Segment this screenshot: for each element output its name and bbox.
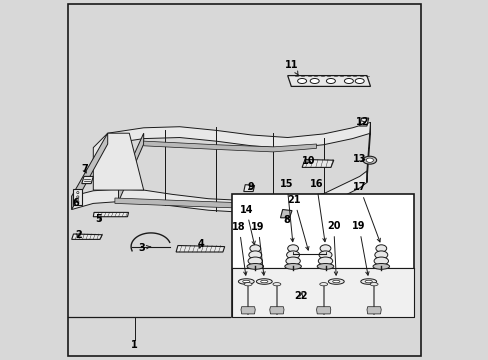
Ellipse shape — [248, 251, 261, 259]
Text: 19: 19 — [351, 221, 368, 275]
Text: 21: 21 — [287, 195, 308, 250]
Ellipse shape — [320, 245, 330, 252]
Ellipse shape — [238, 279, 254, 284]
Polygon shape — [302, 159, 333, 167]
Polygon shape — [280, 210, 291, 218]
Ellipse shape — [285, 257, 300, 265]
Polygon shape — [115, 198, 309, 209]
Text: 22: 22 — [294, 291, 307, 301]
Text: 12: 12 — [355, 117, 368, 127]
Ellipse shape — [309, 78, 319, 84]
Polygon shape — [72, 133, 107, 210]
Ellipse shape — [354, 78, 364, 84]
Ellipse shape — [247, 257, 262, 265]
Text: 6: 6 — [72, 198, 79, 208]
Ellipse shape — [325, 78, 335, 84]
Ellipse shape — [366, 158, 373, 162]
Ellipse shape — [344, 78, 353, 84]
Polygon shape — [93, 212, 128, 217]
Polygon shape — [118, 133, 143, 202]
Text: 1: 1 — [131, 340, 138, 350]
Ellipse shape — [297, 78, 306, 84]
Ellipse shape — [328, 279, 344, 284]
Text: 10: 10 — [301, 156, 315, 166]
Text: 5: 5 — [95, 214, 102, 224]
Ellipse shape — [362, 156, 376, 164]
Polygon shape — [241, 307, 255, 314]
Ellipse shape — [372, 264, 389, 269]
Ellipse shape — [244, 283, 251, 286]
Polygon shape — [72, 171, 366, 212]
Polygon shape — [143, 141, 316, 152]
Ellipse shape — [249, 245, 260, 252]
Circle shape — [77, 201, 79, 203]
Text: 20: 20 — [326, 221, 340, 275]
Ellipse shape — [242, 280, 249, 283]
Ellipse shape — [256, 279, 272, 284]
Text: 7: 7 — [81, 164, 87, 174]
Ellipse shape — [286, 251, 299, 259]
Ellipse shape — [246, 264, 263, 269]
Polygon shape — [287, 76, 370, 86]
Text: 3: 3 — [138, 243, 150, 253]
Polygon shape — [366, 122, 370, 183]
Text: 13: 13 — [352, 154, 366, 164]
Text: 16: 16 — [309, 179, 325, 242]
Circle shape — [77, 192, 79, 194]
Ellipse shape — [332, 280, 339, 283]
Polygon shape — [244, 185, 254, 192]
Ellipse shape — [318, 251, 331, 259]
Ellipse shape — [284, 264, 301, 269]
Ellipse shape — [272, 283, 280, 286]
Bar — [231, 194, 413, 317]
Ellipse shape — [318, 257, 332, 265]
Polygon shape — [316, 307, 330, 314]
Text: 4: 4 — [197, 239, 203, 249]
Polygon shape — [93, 133, 143, 190]
Ellipse shape — [287, 245, 298, 252]
Polygon shape — [269, 307, 284, 314]
Text: 17: 17 — [352, 182, 380, 242]
Text: 11: 11 — [285, 60, 298, 75]
Ellipse shape — [369, 283, 377, 286]
Text: 9: 9 — [247, 182, 254, 192]
Ellipse shape — [375, 245, 386, 252]
Ellipse shape — [374, 251, 387, 259]
Circle shape — [77, 196, 79, 198]
Text: 18: 18 — [232, 222, 246, 275]
Ellipse shape — [360, 279, 376, 284]
Bar — [231, 268, 413, 317]
Text: 2: 2 — [75, 230, 81, 240]
Ellipse shape — [365, 280, 371, 283]
Polygon shape — [107, 122, 370, 148]
Ellipse shape — [317, 264, 333, 269]
Polygon shape — [359, 118, 368, 126]
Polygon shape — [366, 307, 381, 314]
Ellipse shape — [319, 283, 327, 286]
Text: 15: 15 — [280, 179, 293, 242]
Text: 8: 8 — [283, 215, 290, 225]
Polygon shape — [72, 234, 102, 239]
Text: 19: 19 — [251, 222, 264, 275]
Polygon shape — [176, 246, 224, 252]
Ellipse shape — [260, 280, 267, 283]
Text: 14: 14 — [239, 204, 255, 245]
Polygon shape — [81, 176, 93, 184]
Polygon shape — [73, 189, 82, 205]
Ellipse shape — [373, 257, 387, 265]
